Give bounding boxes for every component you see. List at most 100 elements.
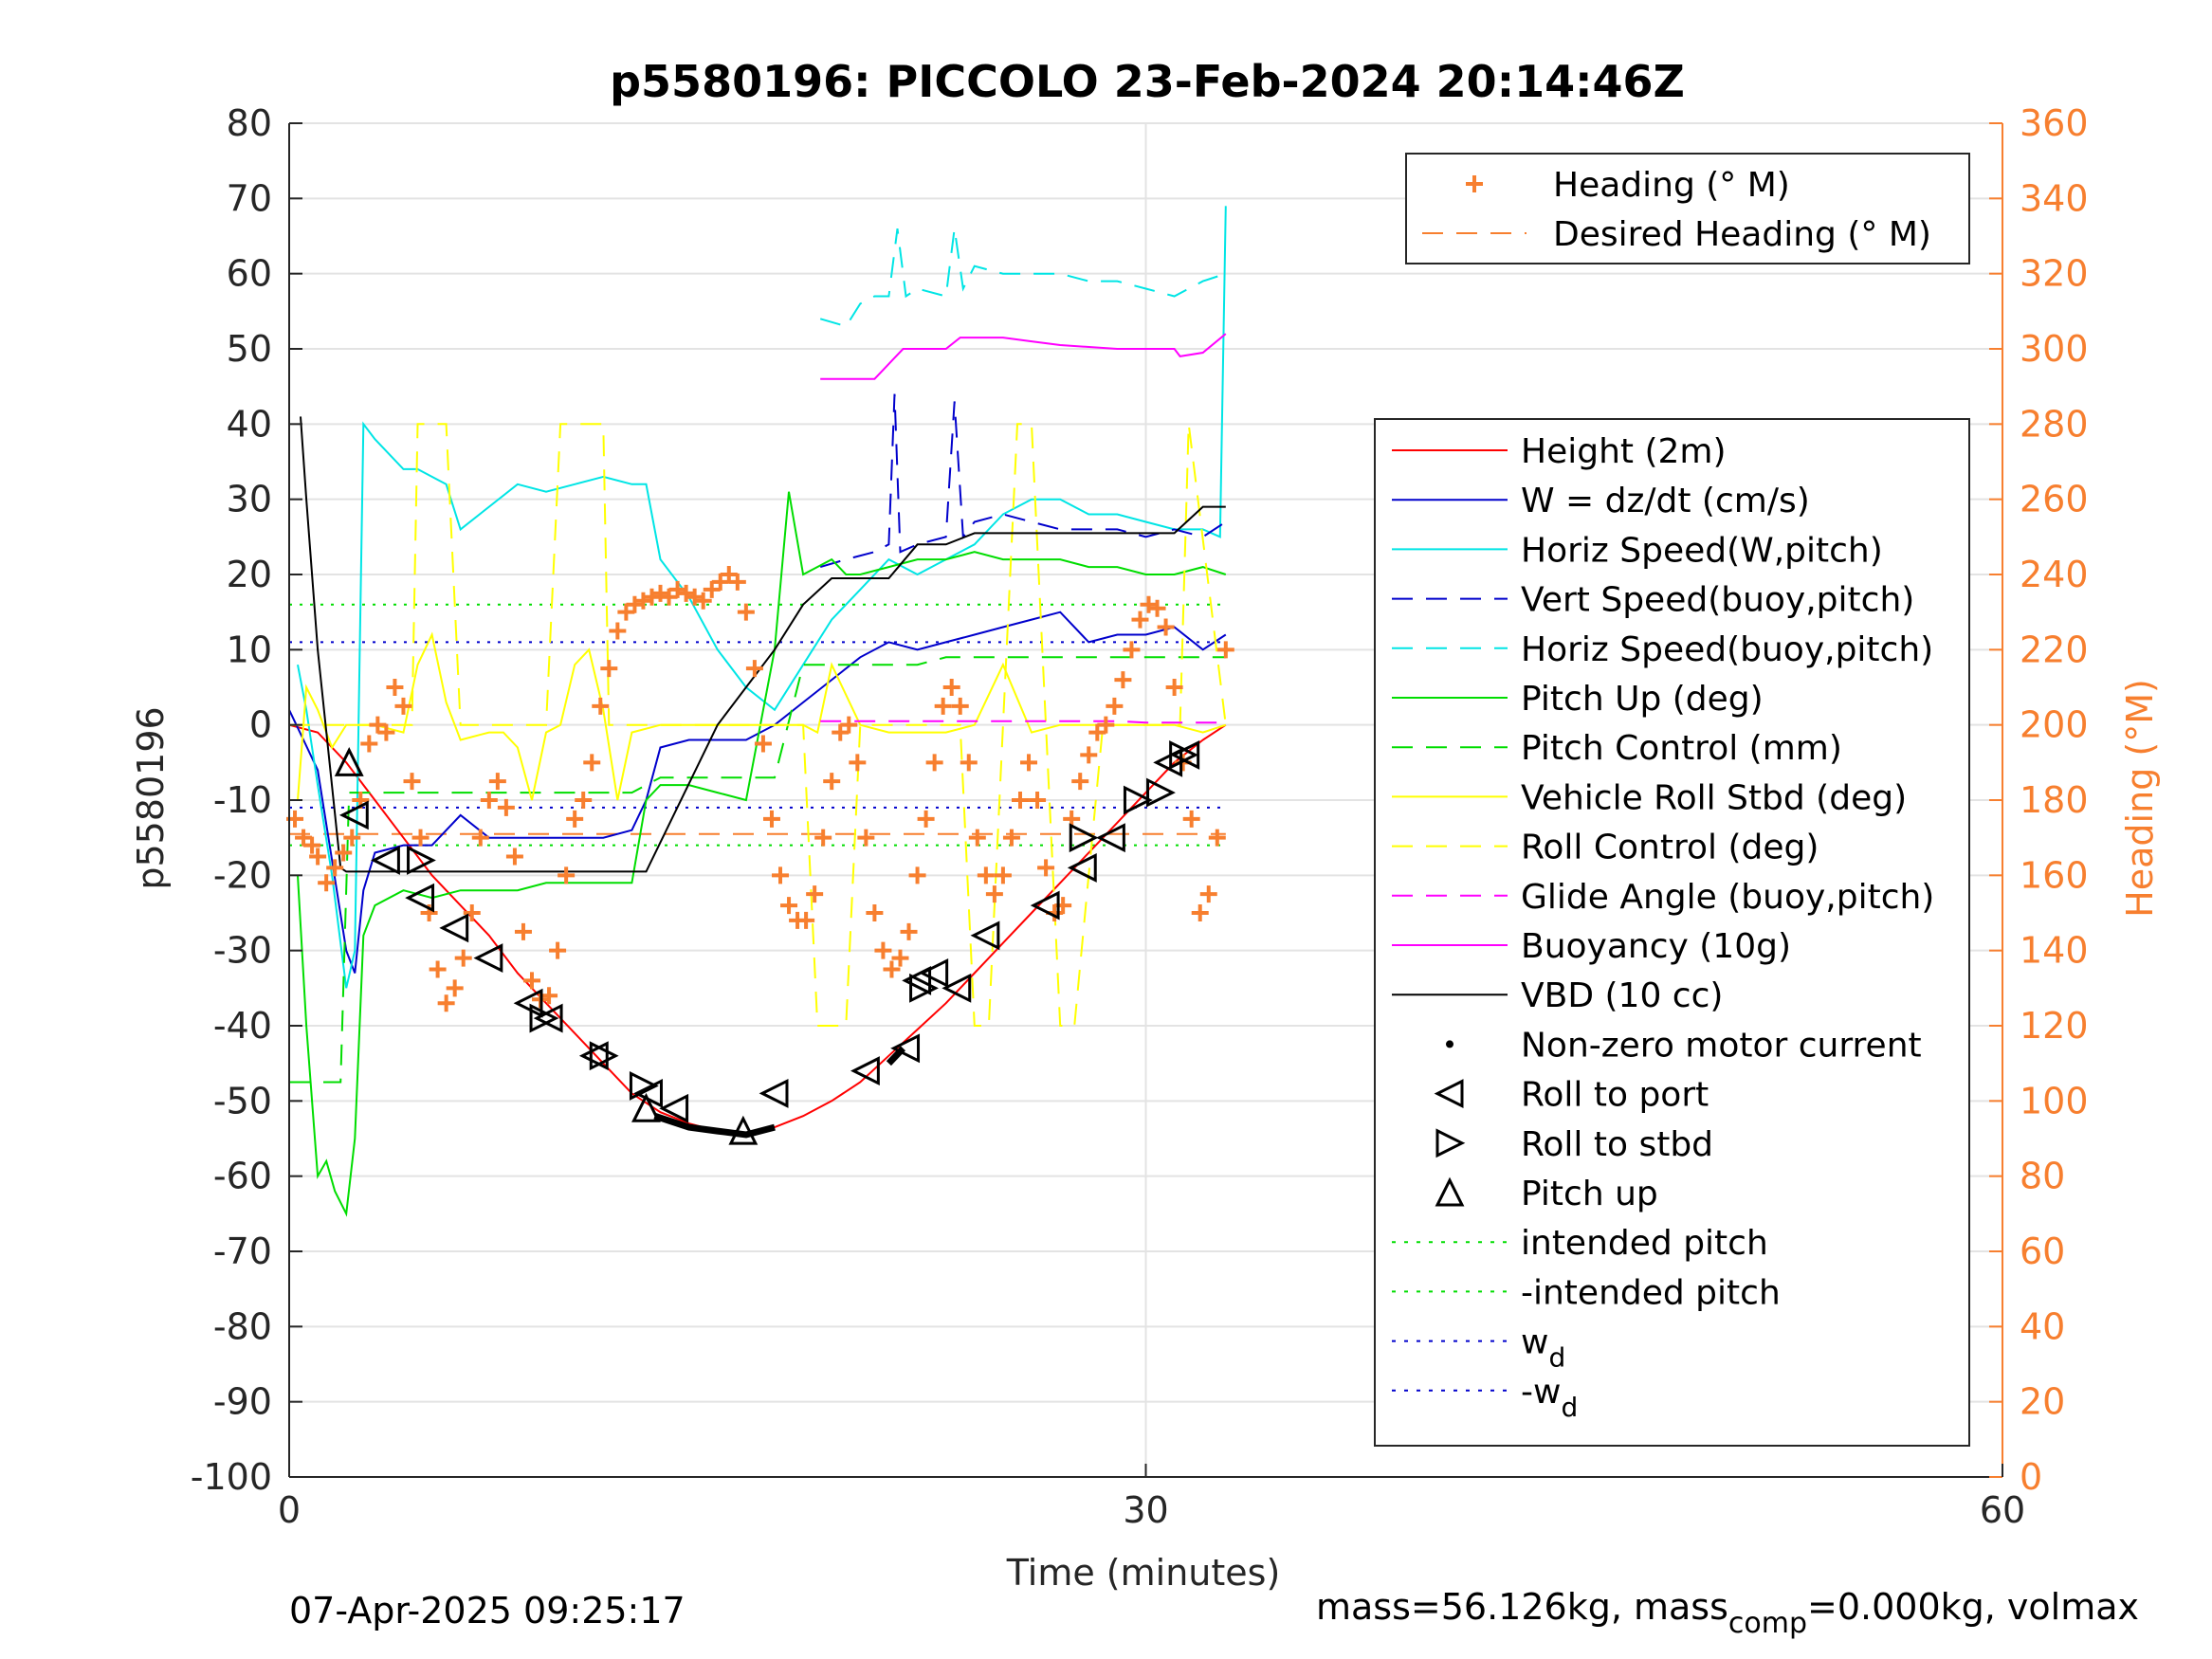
series-line-6 xyxy=(289,656,1226,1084)
legend-main-label-text: Roll to stbd xyxy=(1521,1125,1713,1164)
heading-point xyxy=(303,836,321,854)
series-line-10 xyxy=(820,333,1227,380)
heading-point xyxy=(849,754,867,772)
heading-point xyxy=(711,573,729,591)
heading-point xyxy=(917,810,935,828)
roll-to-port-marker xyxy=(405,883,435,913)
heading-point xyxy=(505,848,523,866)
legend-main-label: Pitch Control (mm) xyxy=(1521,729,1842,768)
heading-point xyxy=(471,829,489,847)
y-tick-label: -30 xyxy=(213,930,272,972)
y-tick-label: -10 xyxy=(213,779,272,821)
heading-point xyxy=(429,960,447,978)
heading-point xyxy=(1029,792,1047,809)
legend-main-label-text: Non-zero motor current xyxy=(1521,1026,1922,1065)
series-line-5 xyxy=(297,491,1227,1217)
roll-to-port-marker xyxy=(533,1003,563,1033)
y2-tick-label: 320 xyxy=(2020,253,2089,295)
legend-main-label-text: Vert Speed(buoy,pitch) xyxy=(1521,581,1914,620)
legend-heading: Heading (° M) Desired Heading (° M) xyxy=(1405,153,1970,264)
heading-point xyxy=(540,987,558,1005)
y2-tick-label: 340 xyxy=(2020,177,2089,219)
heading-point xyxy=(668,580,686,598)
legend-main-label: Horiz Speed(buoy,pitch) xyxy=(1521,630,1933,669)
roll-to-port-marker xyxy=(1067,852,1097,883)
heading-point xyxy=(488,773,506,791)
legend-main-label: Pitch up xyxy=(1521,1175,1658,1213)
pitch-up-marker xyxy=(728,1115,759,1145)
y2-tick-label: 260 xyxy=(2020,479,2089,520)
legend-main-label: Pitch Up (deg) xyxy=(1521,680,1764,719)
pitch-up-marker xyxy=(631,1092,661,1122)
x-tick-label: 60 xyxy=(1980,1489,2025,1531)
legend-main: Height (2m) W = dz/dt (cm/s) Horiz Speed(W… xyxy=(1374,418,1970,1447)
heading-point xyxy=(369,716,387,734)
heading-point xyxy=(720,566,738,583)
series-line-3 xyxy=(819,393,1227,569)
heading-point xyxy=(908,866,926,884)
y2-tick-label: 280 xyxy=(2020,403,2089,445)
roll-to-port-marker xyxy=(513,988,543,1018)
y-tick-label: -40 xyxy=(213,1005,272,1047)
heading-point xyxy=(360,735,378,753)
heading-point xyxy=(891,949,909,967)
heading-point xyxy=(874,941,892,959)
heading-point xyxy=(403,773,421,791)
heading-point xyxy=(592,697,610,715)
footer-mass-text: mass=56.126kg, mass xyxy=(1316,1586,1728,1628)
x-tick-label: 0 xyxy=(278,1489,301,1531)
legend-main-label-sub: d xyxy=(1548,1342,1565,1374)
heading-point xyxy=(617,603,635,621)
heading-point xyxy=(1148,599,1166,617)
heading-point xyxy=(1088,723,1106,741)
footer-mass: mass=56.126kg, masscomp=0.000kg, volmax xyxy=(1316,1586,2139,1640)
heading-point xyxy=(823,773,841,791)
heading-point xyxy=(1182,810,1200,828)
legend-main-label: VBD (10 cc) xyxy=(1521,976,1723,1015)
series-line-2 xyxy=(297,206,1227,989)
heading-point xyxy=(1037,859,1055,877)
y2-tick-label: 120 xyxy=(2020,1005,2089,1047)
heading-point xyxy=(514,922,532,940)
roll-to-port-marker xyxy=(902,965,932,995)
heading-point xyxy=(934,697,952,715)
series-line-4 xyxy=(819,228,1227,328)
heading-point xyxy=(446,979,464,997)
x-tick-label: 30 xyxy=(1123,1489,1168,1531)
y-tick-label: 30 xyxy=(227,479,272,520)
heading-point xyxy=(960,754,978,772)
y-tick-label: 60 xyxy=(227,253,272,295)
heading-point xyxy=(386,679,404,696)
legend-main-label: Vehicle Roll Stbd (deg) xyxy=(1521,778,1907,817)
y-tick-label: -50 xyxy=(213,1080,272,1121)
y2-tick-label: 0 xyxy=(2020,1456,2042,1498)
legend-main-label: Roll to stbd xyxy=(1521,1125,1713,1164)
y2-tick-label: 100 xyxy=(2020,1080,2089,1121)
series-line-9 xyxy=(820,720,1226,724)
roll-to-port-marker xyxy=(919,958,949,988)
heading-point xyxy=(335,844,353,862)
roll-to-port-marker xyxy=(890,1033,921,1064)
heading-point xyxy=(575,792,593,809)
y2-tick-label: 20 xyxy=(2020,1381,2065,1423)
heading-point xyxy=(728,573,746,591)
y-tick-label: 0 xyxy=(249,704,272,746)
heading-point xyxy=(677,584,695,602)
roll-to-port-marker xyxy=(1096,823,1125,853)
heading-point xyxy=(549,941,567,959)
legend-main-label-text: Buoyancy (10g) xyxy=(1521,927,1791,966)
legend-main-label: W = dz/dt (cm/s) xyxy=(1521,482,1810,520)
heading-point xyxy=(686,588,704,606)
y2-tick-label: 180 xyxy=(2020,779,2089,821)
heading-point xyxy=(977,866,995,884)
legend-main-label: intended pitch xyxy=(1521,1224,1768,1263)
heading-point xyxy=(497,798,515,816)
heading-point xyxy=(558,866,576,884)
heading-point xyxy=(968,829,986,847)
roll-to-port-marker xyxy=(338,800,369,830)
roll-to-port-marker xyxy=(1030,890,1060,921)
heading-point xyxy=(866,904,884,921)
legend-main-label-text: Roll Control (deg) xyxy=(1521,829,1819,867)
heading-point xyxy=(522,972,540,990)
heading-point xyxy=(1216,641,1234,659)
